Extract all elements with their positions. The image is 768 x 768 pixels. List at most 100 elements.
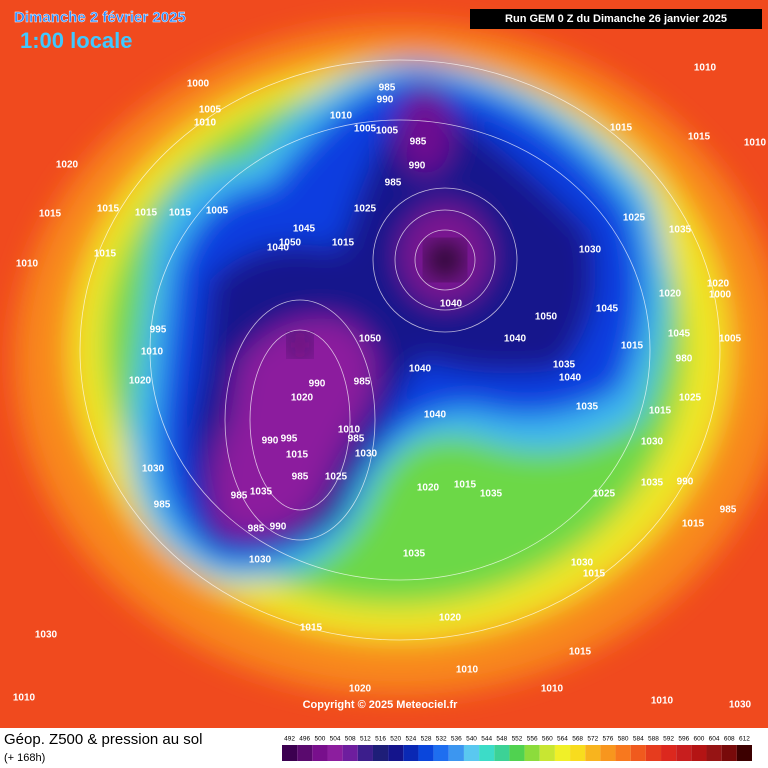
- isobar-label: 1030: [641, 437, 664, 448]
- scale-swatch: [585, 745, 601, 761]
- scale-swatch: [479, 745, 495, 761]
- isobar-label: 1035: [250, 487, 273, 498]
- isobar-label: 1035: [553, 360, 576, 371]
- isobar-label: 1005: [354, 124, 377, 135]
- isobar-label: 985: [385, 178, 402, 189]
- isobar-label: 1005: [719, 334, 742, 345]
- isobar-label: 1025: [593, 489, 616, 500]
- isobar-label: 1030: [729, 700, 752, 711]
- isobar-label: 1015: [621, 341, 644, 352]
- isobar-label: 1035: [576, 402, 599, 413]
- isobar-label: 1010: [13, 693, 36, 704]
- scale-swatch: [433, 745, 449, 761]
- scale-label: 604: [709, 736, 720, 743]
- isobar-label: 1030: [249, 555, 272, 566]
- isobar-label: 1015: [454, 480, 477, 491]
- isobar-label: 1000: [709, 290, 732, 301]
- isobar-label: 1010: [16, 259, 39, 270]
- isobar-label: 1010: [141, 347, 164, 358]
- scale-label: 544: [481, 736, 492, 743]
- isobar-label: 985: [379, 83, 396, 94]
- isobar-label: 990: [377, 95, 394, 106]
- isobar-label: 1035: [403, 549, 426, 560]
- field: [0, 0, 768, 728]
- isobar-label: 1040: [267, 243, 290, 254]
- isobar-label: 1040: [409, 364, 432, 375]
- scale-label: 576: [603, 736, 614, 743]
- isobar-label: 1015: [649, 406, 672, 417]
- isobar-label: 985: [410, 137, 427, 148]
- isobar-label: 990: [270, 522, 287, 533]
- scale-label: 596: [678, 736, 689, 743]
- isobar-label: 985: [348, 434, 365, 445]
- isobar-label: 1015: [286, 450, 309, 461]
- scale-label: 508: [345, 736, 356, 743]
- isobar-label: 1030: [142, 464, 165, 475]
- isobar-label: 1015: [682, 519, 705, 530]
- scale-swatch: [524, 745, 540, 761]
- scale-label: 496: [299, 736, 310, 743]
- isobar-label: 995: [150, 325, 167, 336]
- scale-label: 560: [542, 736, 553, 743]
- scale-swatch: [327, 745, 343, 761]
- isobar-label: 1015: [39, 209, 62, 220]
- isobar-label: 1010: [338, 425, 361, 436]
- scale-label: 512: [360, 736, 371, 743]
- isobar-label: 1010: [194, 118, 217, 129]
- isobar-label: 1035: [641, 478, 664, 489]
- scale-swatch: [342, 745, 358, 761]
- scale-swatch: [448, 745, 464, 761]
- scale-swatch: [312, 745, 328, 761]
- isobar-label: 990: [262, 436, 279, 447]
- isobar-label: 1035: [669, 225, 692, 236]
- isobar-label: 1040: [424, 410, 447, 421]
- scale-label: 524: [405, 736, 416, 743]
- isobar-label: 1010: [541, 684, 564, 695]
- isobar-label: 1015: [332, 238, 355, 249]
- map-subtitle: 1:00 locale: [20, 28, 133, 53]
- isobar-label: 1025: [679, 393, 702, 404]
- isobar-label: 985: [231, 491, 248, 502]
- isobar-label: 985: [354, 377, 371, 388]
- isobar-label: 1010: [744, 138, 767, 149]
- scale-label: 552: [512, 736, 523, 743]
- scale-swatch: [494, 745, 510, 761]
- scale-swatch: [721, 745, 737, 761]
- isobar-label: 1045: [668, 329, 691, 340]
- isobar-label: 1015: [169, 208, 192, 219]
- isobar-label: 985: [292, 472, 309, 483]
- scale-label: 568: [572, 736, 583, 743]
- isobar-label: 1015: [135, 208, 158, 219]
- isobar-label: 1020: [659, 289, 682, 300]
- isobar-label: 1005: [206, 206, 229, 217]
- color-scale: 492 496 500 504 508 512 516 520 524 528 532 536 540 5…: [282, 736, 752, 761]
- scale-swatch: [357, 745, 373, 761]
- isobar-label: 985: [154, 500, 171, 511]
- isobar-label: 1015: [688, 132, 711, 143]
- footer-lead: (+ 168h): [4, 752, 45, 764]
- run-info: Run GEM 0 Z du Dimanche 26 janvier 2025: [505, 13, 727, 25]
- scale-swatch: [388, 745, 404, 761]
- isobar-label: 1010: [330, 111, 353, 122]
- isobar-label: 1030: [35, 630, 58, 641]
- isobar-label: 1040: [440, 299, 463, 310]
- isobar-label: 1020: [129, 376, 152, 387]
- isobar-label: 980: [676, 354, 693, 365]
- scale-swatch: [539, 745, 555, 761]
- isobar-label: 990: [409, 161, 426, 172]
- isobar-label: 1010: [694, 63, 717, 74]
- isobar-label: 1020: [417, 483, 440, 494]
- scale-label: 564: [557, 736, 568, 743]
- isobar-label: 1025: [325, 472, 348, 483]
- isobar-label: 1015: [94, 249, 117, 260]
- isobar-label: 1020: [349, 684, 372, 695]
- isobar-label: 995: [281, 434, 298, 445]
- scale-swatch: [676, 745, 692, 761]
- isobar-label: 1015: [97, 204, 120, 215]
- scale-label: 580: [618, 736, 629, 743]
- isobar-label: 1020: [56, 160, 79, 171]
- isobar-label: 1030: [571, 558, 594, 569]
- scale-swatch: [282, 745, 298, 761]
- scale-swatch: [600, 745, 616, 761]
- scale-label: 588: [648, 736, 659, 743]
